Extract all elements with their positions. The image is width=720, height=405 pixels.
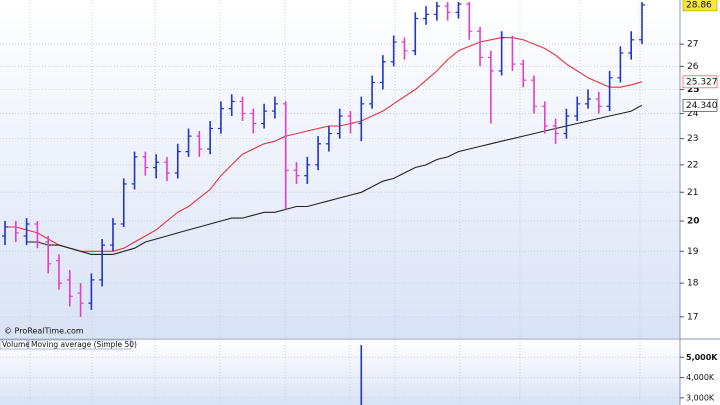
y-tick-label: 5,000K <box>686 353 718 362</box>
moving-average-line <box>26 104 643 255</box>
legend-volume: Volume <box>2 340 30 349</box>
ma-value-box <box>682 98 718 112</box>
y-tick-label: 27 <box>687 40 698 50</box>
legend-box <box>28 339 132 350</box>
ma-value-box <box>682 75 718 89</box>
y-tick-label: 21 <box>687 188 698 198</box>
y-tick-label: 19 <box>687 247 699 257</box>
y-tick-label: 25 <box>687 85 700 95</box>
y-tick-label: 23 <box>687 134 698 144</box>
y-tick-label: 20 <box>687 217 700 227</box>
y-tick-label: 3,000K <box>686 393 715 402</box>
ma-value-label: 24.340 <box>686 101 718 111</box>
y-tick-label: 24 <box>687 109 699 119</box>
moving-average-line <box>5 37 643 252</box>
y-tick-label: 18 <box>687 279 699 289</box>
volume-panel <box>0 340 680 405</box>
legend-box <box>0 339 29 350</box>
axis-panel <box>680 0 720 405</box>
volume-plot <box>360 345 363 405</box>
volume-bar <box>360 345 363 405</box>
legend-indicator: Moving average (Simple 50) <box>31 340 137 349</box>
y-tick-label: 22 <box>687 160 698 170</box>
y-tick-label: 26 <box>687 62 699 72</box>
last-price-label: 28.86 <box>686 0 712 10</box>
y-tick-label: 17 <box>687 312 698 322</box>
ma-value-label: 25.327 <box>686 77 718 87</box>
last-price-box <box>682 0 718 12</box>
y-tick-label: 4,000K <box>686 373 715 382</box>
price-plot <box>2 2 645 317</box>
price-panel <box>0 0 680 338</box>
watermark: © ProRealTime.com <box>4 327 84 336</box>
